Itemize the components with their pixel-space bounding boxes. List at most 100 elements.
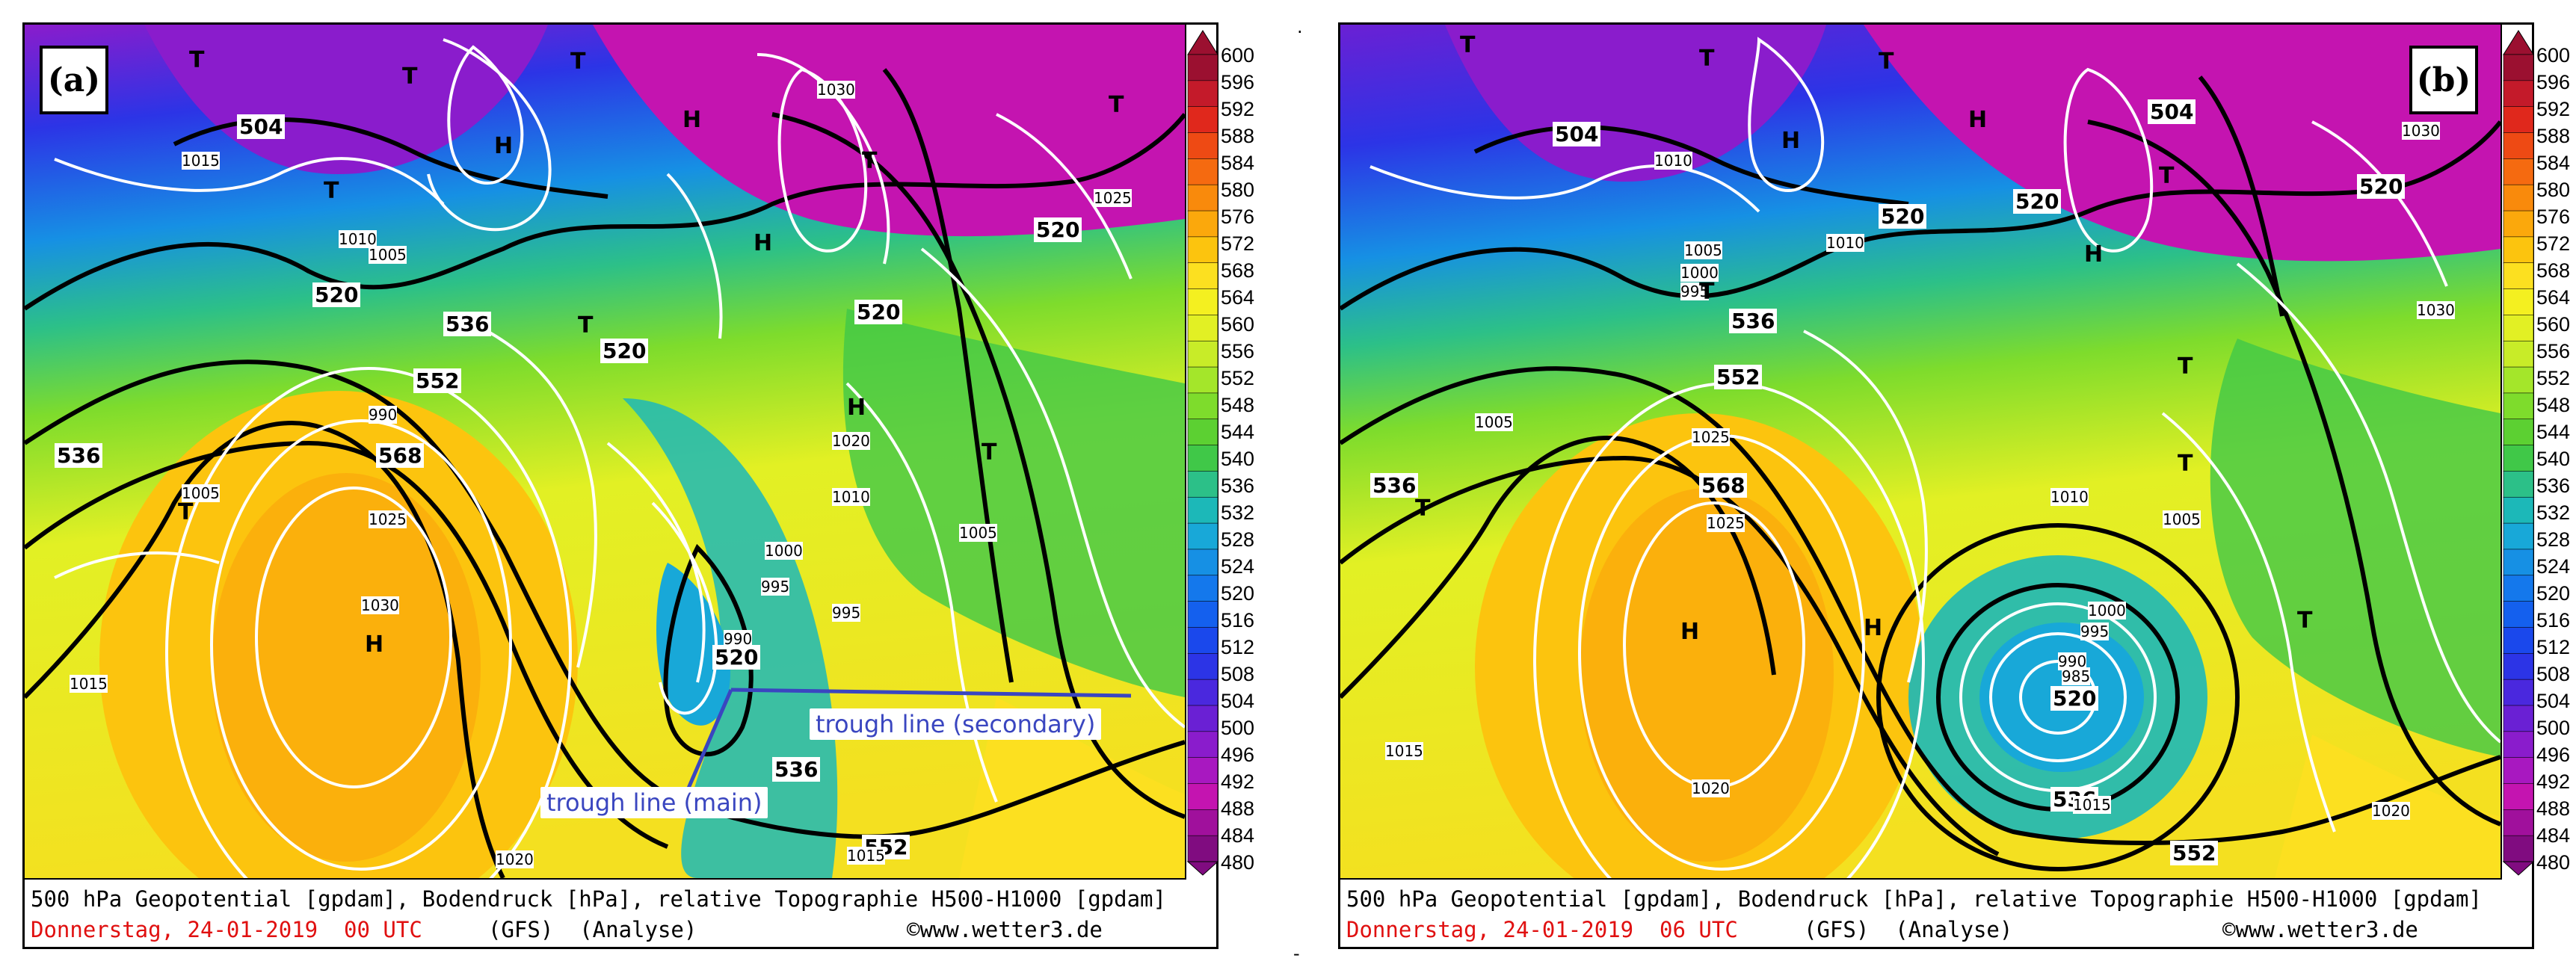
scale-swatch: [2503, 522, 2534, 550]
center-marker: H: [847, 395, 866, 421]
pressure-label: 1025: [1692, 428, 1730, 446]
scale-swatch: [2503, 679, 2534, 706]
scale-swatch: [1187, 340, 1218, 368]
scale-swatch: [2503, 236, 2534, 264]
annotation-trough-main: trough line (main): [540, 787, 768, 818]
scale-swatch: [2503, 809, 2534, 836]
scale-tick-label: 528: [1221, 528, 1255, 551]
pressure-label: 1025: [369, 510, 407, 528]
scale-tick-label: 600: [2536, 44, 2571, 67]
center-marker: H: [1968, 107, 1988, 133]
scale-swatch: [2503, 757, 2534, 785]
scale-swatch: [2503, 652, 2534, 680]
pressure-label: 1010: [2050, 488, 2089, 506]
center-marker: T: [2159, 163, 2175, 189]
geo-label: 568: [1699, 473, 1748, 498]
stray-mark: -: [1293, 943, 1300, 964]
map-credit-b: ©www.wetter3.de: [2222, 917, 2418, 942]
geo-label: 520: [600, 339, 649, 363]
geo-label: 552: [413, 368, 462, 393]
geo-label: 504: [2148, 99, 2196, 124]
geo-label: 552: [2170, 841, 2219, 865]
scale-swatch: [2503, 705, 2534, 732]
scale-tick-label: 548: [1221, 394, 1255, 416]
pressure-label: 1015: [182, 152, 220, 170]
map-caption-b: 500 hPa Geopotential [gpdam], Bodendruck…: [1346, 886, 2482, 912]
center-marker: T: [862, 148, 878, 174]
scale-swatch: [1187, 575, 1218, 602]
geo-label: 536: [772, 757, 821, 782]
geo-label: 520: [2357, 174, 2406, 199]
stray-mark: .: [1297, 16, 1303, 37]
scale-tick-label: 540: [1221, 448, 1255, 470]
scale-tick-label: 544: [2536, 421, 2571, 443]
pressure-label: 1005: [369, 246, 407, 264]
scale-tick-label: 512: [1221, 636, 1255, 658]
center-marker: T: [1699, 279, 1715, 305]
center-marker: H: [365, 631, 384, 658]
scale-tick-label: 592: [2536, 98, 2571, 120]
scale-tick-label: 528: [2536, 528, 2571, 551]
map-date-b: Donnerstag, 24-01-2019 06 UTC: [1346, 917, 1738, 942]
pressure-label: 1015: [847, 847, 885, 865]
scale-swatch: [2503, 210, 2534, 238]
scale-tick-label: 552: [1221, 367, 1255, 389]
center-marker: H: [1864, 615, 1883, 641]
pressure-label: 1030: [817, 81, 855, 99]
scale-swatch: [2503, 471, 2534, 498]
scale-tick-label: 484: [1221, 824, 1255, 847]
scale-swatch: [2503, 54, 2534, 81]
panel-label-b: (b): [2409, 46, 2478, 114]
scale-tick-label: 480: [1221, 851, 1255, 874]
scale-swatch: [2503, 158, 2534, 185]
scale-tick-label: 576: [2536, 206, 2571, 228]
scale-tick-label: 508: [1221, 663, 1255, 685]
pressure-label: 990: [369, 406, 398, 424]
center-marker: T: [1415, 495, 1431, 522]
center-marker: H: [1781, 128, 1801, 154]
scale-tick-label: 524: [1221, 555, 1255, 578]
scale-swatch: [1187, 210, 1218, 238]
pressure-label: 1030: [361, 596, 399, 614]
scale-swatch: [1187, 471, 1218, 498]
map-model-b: (GFS) (Analyse): [1804, 917, 2013, 942]
center-marker: T: [1460, 32, 1476, 58]
scale-swatch: [2503, 106, 2534, 134]
geo-label: 504: [1553, 122, 1601, 146]
scale-tick-label: 596: [2536, 71, 2571, 93]
scale-swatch: [1187, 549, 1218, 576]
scale-swatch: [1187, 601, 1218, 628]
scale-swatch: [1187, 54, 1218, 81]
scale-tick-label: 532: [1221, 501, 1255, 524]
map-date-a: Donnerstag, 24-01-2019 00 UTC: [31, 917, 422, 942]
scale-swatch: [2503, 184, 2534, 211]
scale-tick-label: 516: [1221, 609, 1255, 631]
weather-map-b: 504 520 536 552 568 520 520 536 552 536 …: [1340, 25, 2502, 880]
scale-tick-label: 536: [1221, 475, 1255, 497]
scale-swatch: [1187, 236, 1218, 264]
scale-swatch: [1187, 731, 1218, 759]
scale-swatch: [2503, 262, 2534, 290]
pressure-label: 1000: [2088, 602, 2126, 620]
scale-tick-label: 576: [1221, 206, 1255, 228]
scale-tick-label: 564: [1221, 286, 1255, 309]
scale-tick-label: 580: [1221, 179, 1255, 201]
scale-tick-label: 600: [1221, 44, 1255, 67]
pressure-label: 995: [1680, 282, 1710, 300]
scale-swatch: [1187, 132, 1218, 160]
center-marker: T: [189, 47, 205, 73]
scale-swatch: [1187, 315, 1218, 342]
scale-swatch: [2503, 288, 2534, 316]
scale-tick-label: 552: [2536, 367, 2571, 389]
scale-tick-label: 512: [2536, 636, 2571, 658]
pressure-label: 1010: [1654, 152, 1692, 170]
center-marker: H: [682, 107, 702, 133]
scale-swatch: [2503, 627, 2534, 655]
map-model-a: (GFS) (Analyse): [488, 917, 697, 942]
pressure-label: 1010: [339, 230, 377, 248]
scale-tick-label: 484: [2536, 824, 2571, 847]
pressure-label: 1005: [1684, 241, 1722, 259]
scale-tick-label: 520: [1221, 582, 1255, 605]
panel-label-a: (a): [40, 46, 108, 114]
scale-arrow-top: [2503, 30, 2534, 55]
